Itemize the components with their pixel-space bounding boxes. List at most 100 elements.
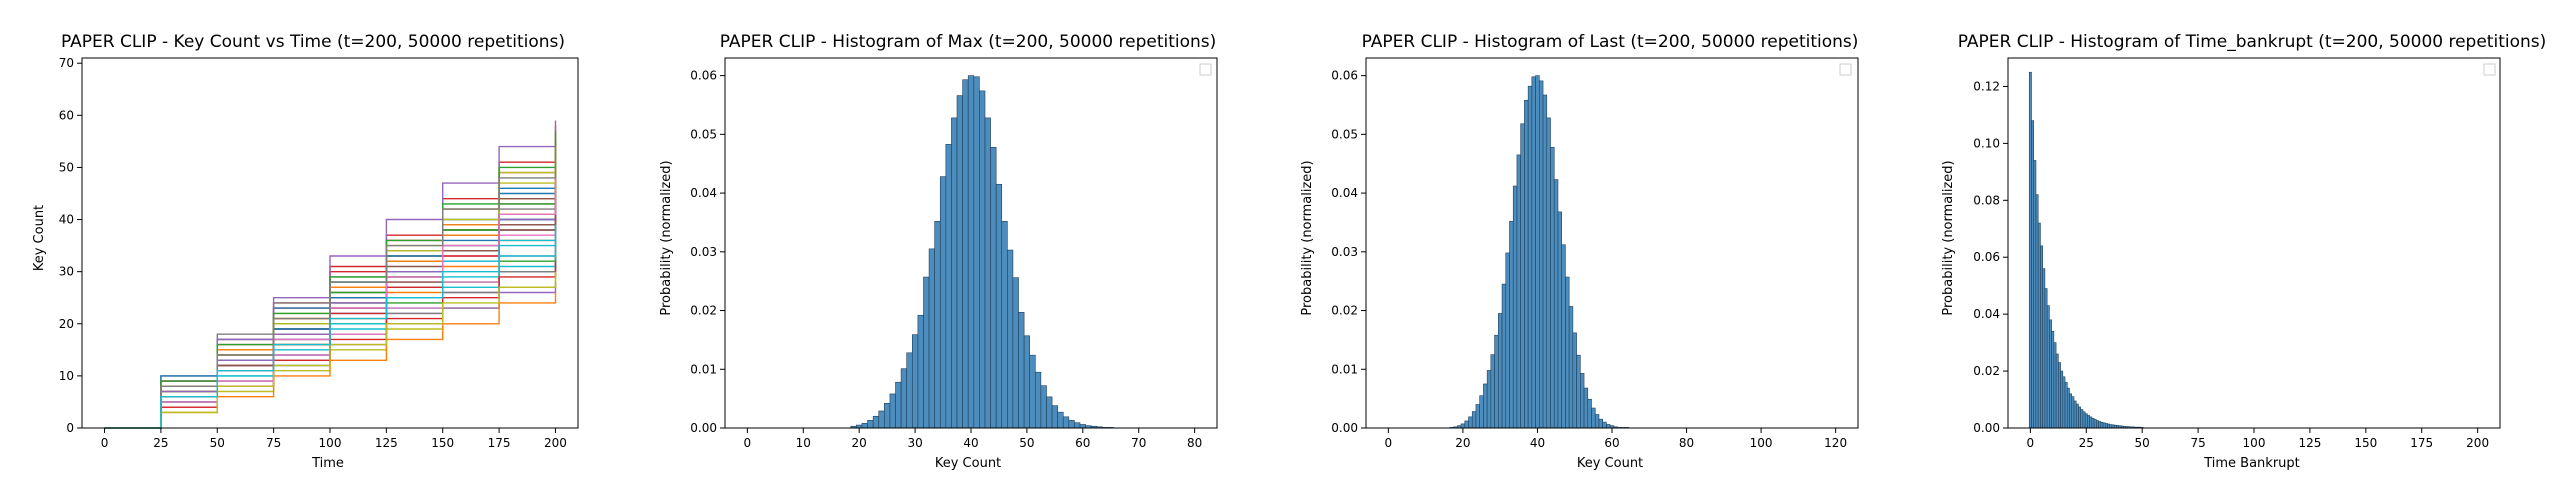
histogram-bar: [1580, 373, 1585, 429]
histogram-bar: [990, 146, 997, 429]
histogram-bar: [1012, 277, 1019, 429]
histogram-bar: [878, 410, 885, 429]
histogram-bar: [973, 76, 980, 429]
x-tick-label: 80: [1187, 436, 1202, 450]
histogram-bar: [1498, 313, 1503, 429]
histogram-bar: [861, 422, 868, 429]
x-tick-label: 30: [907, 436, 922, 450]
empty-legend-box: [2483, 63, 2496, 76]
histogram-bar: [984, 117, 991, 429]
chart-title: PAPER CLIP - Histogram of Last (t=200, 5…: [1362, 32, 1859, 52]
y-tick-label: 0: [66, 421, 74, 435]
histogram-bar: [1505, 252, 1510, 429]
histogram-bar: [1587, 398, 1592, 429]
histogram-bar: [1035, 371, 1042, 429]
histogram-bar: [1483, 383, 1488, 429]
histogram-bar: [1546, 117, 1551, 429]
x-tick-label: 60: [1604, 436, 1619, 450]
histogram-bar: [889, 393, 896, 429]
x-tick-label: 150: [2354, 436, 2377, 450]
histogram-bar: [1079, 424, 1086, 429]
histogram-bar: [2044, 288, 2048, 429]
histogram-bar: [1550, 146, 1555, 429]
histogram-bar: [1001, 220, 1008, 429]
histogram-bar: [1062, 416, 1070, 429]
y-tick-label: 0.05: [1331, 127, 1358, 141]
y-tick-label: 0.03: [1331, 245, 1358, 259]
y-tick-label: 50: [59, 160, 74, 174]
histogram-bar: [1520, 123, 1525, 429]
histogram-bar: [934, 220, 941, 429]
x-tick-label: 100: [2243, 436, 2266, 450]
histogram-bar: [1527, 85, 1533, 429]
x-tick-label: 80: [1679, 436, 1694, 450]
histogram-bar: [2051, 330, 2055, 429]
x-tick-label: 50: [210, 436, 225, 450]
x-tick-label: 25: [2079, 436, 2094, 450]
histogram-bar: [2040, 245, 2043, 429]
y-tick-label: 60: [59, 108, 74, 122]
histogram-bar: [2104, 423, 2108, 429]
chart-title: PAPER CLIP - Key Count vs Time (t=200, 5…: [61, 32, 565, 52]
empty-legend-box: [1199, 63, 1212, 76]
histogram-bar: [884, 403, 891, 429]
x-tick-label: 0: [101, 436, 109, 450]
histogram-bar: [1598, 418, 1603, 429]
histogram-bar: [1524, 99, 1529, 429]
x-tick-label: 200: [544, 436, 567, 450]
bars-group: [850, 75, 1114, 429]
series-line: [104, 146, 557, 429]
histogram-bar: [939, 176, 947, 429]
histogram-bar: [1572, 332, 1577, 429]
histogram-bar: [1565, 276, 1570, 429]
plot-area: 0.00 0.01 0.02 0.03 0.04 0.05 0.06 0 20 40 60 80 10…: [1331, 57, 1859, 450]
x-tick-label: 40: [1530, 436, 1545, 450]
y-tick-label: 0.06: [1331, 69, 1358, 83]
plot-area: 0 10 20 30 40 50 60 70 0 25 50 75 100 125 150 175 200: [59, 56, 579, 450]
histogram-bar: [1553, 179, 1559, 429]
histogram-bar: [2084, 413, 2088, 429]
histogram-bar: [923, 276, 930, 429]
histogram-bar: [2033, 160, 2037, 429]
histogram-bar: [1046, 396, 1053, 429]
x-tick-label: 0: [2027, 436, 2035, 450]
y-tick-label: 0.00: [1973, 421, 2000, 435]
y-axis-ticks: 0.00 0.01 0.02 0.03 0.04 0.05 0.06: [1331, 69, 1366, 435]
histogram-bar: [917, 314, 924, 429]
series-line: [104, 224, 557, 429]
histogram-bar: [2064, 382, 2068, 429]
series-group: [104, 120, 557, 429]
histogram-bar: [951, 117, 958, 429]
histogram-bar: [1023, 335, 1030, 429]
histogram-bar: [1531, 76, 1536, 429]
x-tick-label: 50: [2135, 436, 2150, 450]
x-axis-ticks: 0 10 20 30 40 50 60 70 80: [744, 428, 1202, 450]
y-tick-label: 0.06: [690, 69, 717, 83]
histogram-bar: [1591, 407, 1596, 429]
x-tick-label: 40: [963, 436, 978, 450]
plot-area: 0.00 0.01 0.02 0.03 0.04 0.05 0.06 0 10 20 30 40 50…: [690, 57, 1218, 450]
histogram-bar: [979, 90, 986, 429]
histogram-bar: [2046, 305, 2050, 429]
histogram-bar: [1057, 411, 1064, 429]
histogram-bar: [1460, 423, 1466, 429]
histogram-bar: [2087, 415, 2090, 429]
y-tick-label: 0.06: [1973, 250, 2000, 264]
histogram-bar: [1490, 354, 1495, 429]
histogram-bar: [1561, 244, 1566, 429]
x-axis-label: Key Count: [935, 456, 1001, 471]
x-tick-label: 0: [1385, 436, 1393, 450]
histogram-bar: [2080, 409, 2084, 429]
x-tick-label: 100: [319, 436, 342, 450]
x-tick-label: 75: [2190, 436, 2205, 450]
histogram-bar: [1068, 420, 1075, 429]
y-tick-label: 0.05: [690, 127, 717, 141]
histogram-bar: [1542, 94, 1548, 429]
x-tick-label: 200: [2466, 436, 2489, 450]
axes-frame: [724, 57, 1218, 429]
y-tick-label: 20: [59, 317, 74, 331]
y-tick-label: 70: [59, 56, 74, 70]
histogram-bar: [2075, 403, 2079, 429]
x-axis-ticks: 0 25 50 75 100 125 150 175 200: [2027, 428, 2489, 450]
